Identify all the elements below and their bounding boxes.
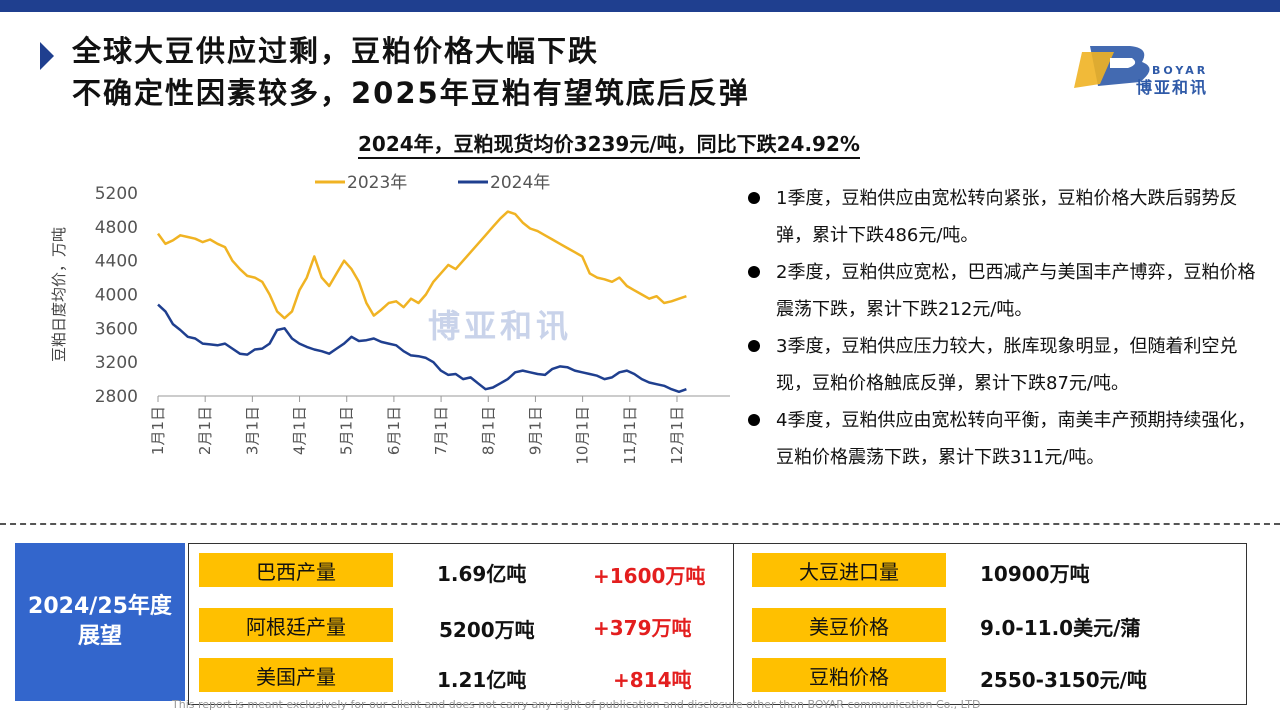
price-line-chart: 博亚和讯 豆粕日度均价，万吨 2800 3200 3600 4000 4400 4800 520… bbox=[50, 173, 730, 465]
chart-subtitle: 2024年，豆粕现货均价3239元/吨，同比下跌24.92% bbox=[358, 131, 860, 159]
bullet-icon bbox=[748, 266, 760, 278]
x-tick-label: 3月1日 bbox=[243, 406, 261, 455]
y-tick-label: 4400 bbox=[95, 252, 138, 272]
y-tick-label: 2800 bbox=[95, 387, 138, 407]
list-item: 3季度，豆粕供应压力较大，胀库现象明显，但随着利空兑现，豆粕价格触底反弹，累计下… bbox=[744, 328, 1264, 402]
bullet-icon bbox=[748, 192, 760, 204]
bullet-icon bbox=[748, 340, 760, 352]
bullet-icon bbox=[748, 414, 760, 426]
x-tick-label: 6月1日 bbox=[385, 406, 403, 455]
disclaimer-footer: This report is meant exclusively for our… bbox=[172, 698, 981, 711]
boyar-logo-icon bbox=[1074, 46, 1150, 88]
quarter-summary-list: 1季度，豆粕供应由宽松转向紧张，豆粕价格大跌后弱势反弹，累计下跌486元/吨。 … bbox=[744, 180, 1264, 476]
title-arrow-icon bbox=[40, 42, 54, 70]
legend-label: 2024年 bbox=[490, 173, 550, 193]
title-line-1: 全球大豆供应过剩，豆粕价格大幅下跌 bbox=[72, 34, 600, 68]
outlook-title-line-2: 展望 bbox=[77, 624, 122, 649]
soy-import-value: 10900万吨 bbox=[980, 562, 1090, 586]
y-tick-label: 4000 bbox=[95, 286, 138, 306]
price-box: 大豆进口量 10900万吨 美豆价格 9.0-11.0美元/蒲 豆粕价格 255… bbox=[733, 543, 1247, 705]
page-title: 全球大豆供应过剩，豆粕价格大幅下跌 不确定性因素较多，2025年豆粕有望筑底后反… bbox=[72, 30, 750, 114]
bullet-text: 1季度，豆粕供应由宽松转向紧张，豆粕价格大跌后弱势反弹，累计下跌486元/吨。 bbox=[776, 188, 1238, 246]
soymeal-price-value: 2550-3150元/吨 bbox=[980, 668, 1147, 692]
bullet-text: 4季度，豆粕供应由宽松转向平衡，南美丰产预期持续强化，豆粕价格震荡下跌，累计下跌… bbox=[776, 410, 1256, 468]
argentina-production-change: +379万吨 bbox=[593, 616, 692, 640]
argentina-production-tag: 阿根廷产量 bbox=[199, 608, 393, 642]
watermark-text: 博亚和讯 bbox=[428, 307, 572, 345]
x-tick-label: 1月1日 bbox=[149, 406, 167, 455]
brazil-production-tag: 巴西产量 bbox=[199, 553, 393, 587]
legend-label: 2023年 bbox=[347, 173, 407, 193]
outlook-panel: 2024/25年度 展望 bbox=[15, 543, 185, 701]
x-tick-label: 11月1日 bbox=[621, 406, 639, 465]
list-item: 2季度，豆粕供应宽松，巴西减产与美国丰产博弈，豆粕价格震荡下跌，累计下跌212元… bbox=[744, 254, 1264, 328]
y-tick-label: 3200 bbox=[95, 353, 138, 373]
list-item: 1季度，豆粕供应由宽松转向紧张，豆粕价格大跌后弱势反弹，累计下跌486元/吨。 bbox=[744, 180, 1264, 254]
bullet-text: 3季度，豆粕供应压力较大，胀库现象明显，但随着利空兑现，豆粕价格触底反弹，累计下… bbox=[776, 336, 1238, 394]
soy-import-tag: 大豆进口量 bbox=[752, 553, 946, 587]
brazil-production-change: +1600万吨 bbox=[593, 564, 706, 588]
us-production-value: 1.21亿吨 bbox=[437, 668, 527, 692]
title-line-2: 不确定性因素较多，2025年豆粕有望筑底后反弹 bbox=[72, 76, 750, 110]
series-line-2024 bbox=[157, 303, 687, 394]
x-tick-label: 2月1日 bbox=[196, 406, 214, 455]
us-soy-price-value: 9.0-11.0美元/蒲 bbox=[980, 616, 1141, 640]
us-production-tag: 美国产量 bbox=[199, 658, 393, 692]
x-tick-label: 8月1日 bbox=[479, 406, 497, 455]
soymeal-price-tag: 豆粕价格 bbox=[752, 658, 946, 692]
y-tick-label: 3600 bbox=[95, 319, 138, 339]
x-tick-label: 5月1日 bbox=[338, 406, 356, 455]
x-tick-label: 9月1日 bbox=[526, 406, 544, 455]
x-tick-label: 12月1日 bbox=[668, 406, 686, 465]
logo-text-cn: 博亚和讯 bbox=[1136, 78, 1209, 97]
list-item: 4季度，豆粕供应由宽松转向平衡，南美丰产预期持续强化，豆粕价格震荡下跌，累计下跌… bbox=[744, 402, 1264, 476]
us-soy-price-tag: 美豆价格 bbox=[752, 608, 946, 642]
brazil-production-value: 1.69亿吨 bbox=[437, 562, 527, 586]
y-axis-label: 豆粕日度均价，万吨 bbox=[50, 227, 68, 362]
x-tick-label: 7月1日 bbox=[432, 406, 450, 455]
series-line-2023 bbox=[156, 210, 687, 320]
production-box: 巴西产量 1.69亿吨 +1600万吨 阿根廷产量 5200万吨 +379万吨 … bbox=[188, 543, 734, 705]
argentina-production-value: 5200万吨 bbox=[439, 618, 535, 642]
x-tick-label: 4月1日 bbox=[291, 406, 309, 455]
section-divider bbox=[0, 523, 1280, 525]
outlook-title-line-1: 2024/25年度 bbox=[28, 594, 172, 619]
us-production-change: +814吨 bbox=[613, 668, 692, 692]
logo-text-en: BOYAR bbox=[1152, 64, 1209, 77]
x-tick-label: 10月1日 bbox=[574, 406, 592, 465]
bullet-text: 2季度，豆粕供应宽松，巴西减产与美国丰产博弈，豆粕价格震荡下跌，累计下跌212元… bbox=[776, 262, 1256, 320]
y-tick-label: 5200 bbox=[95, 184, 138, 204]
y-tick-label: 4800 bbox=[95, 218, 138, 238]
top-accent-bar bbox=[0, 0, 1280, 12]
